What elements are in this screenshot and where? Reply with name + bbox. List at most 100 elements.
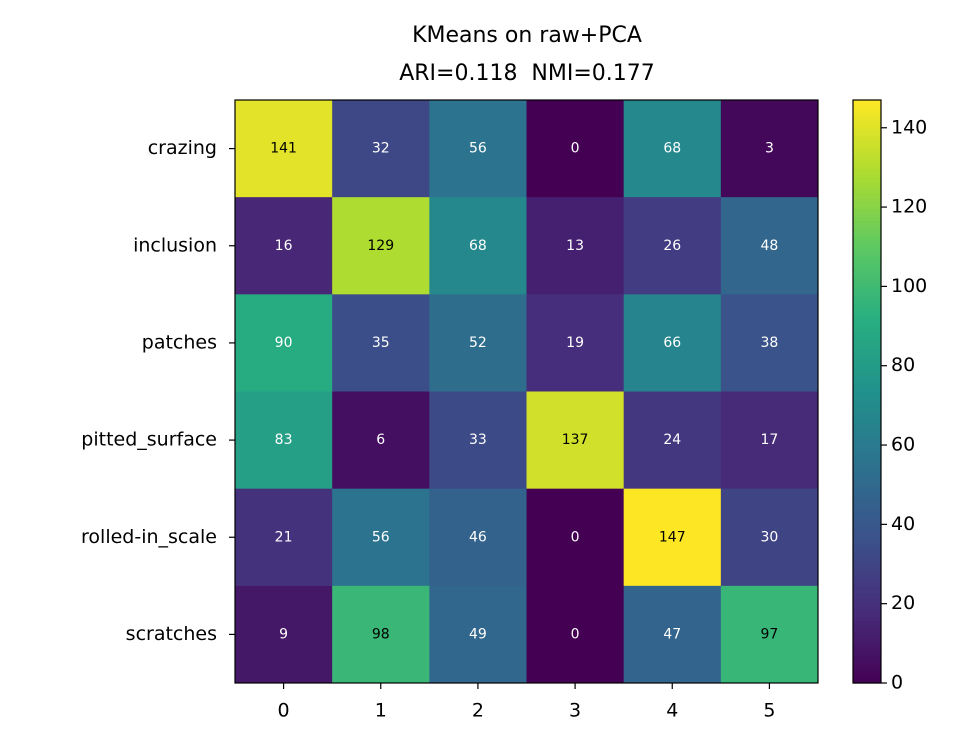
colorbar-segment xyxy=(853,142,881,148)
heatmap-cell xyxy=(720,391,819,490)
heatmap-cell xyxy=(235,391,333,490)
colorbar-segment xyxy=(853,177,881,183)
colorbar-segment xyxy=(853,107,881,113)
cell-label: 137 xyxy=(562,432,589,448)
colorbar-segment xyxy=(853,570,881,575)
colorbar-segment xyxy=(853,294,881,299)
colorbar-segment xyxy=(853,236,881,241)
x-tick-label: 4 xyxy=(666,700,678,722)
heatmap-cell xyxy=(526,294,625,392)
colorbar-segment xyxy=(853,185,881,190)
colorbar-segment xyxy=(853,407,881,412)
heatmap-cell xyxy=(720,197,819,295)
heatmap-cell xyxy=(332,391,430,490)
colorbar-segment xyxy=(853,651,881,657)
colorbar-segment xyxy=(853,278,881,284)
colorbar-segment xyxy=(853,375,881,381)
colorbar-segment xyxy=(853,321,881,327)
heatmap-cell xyxy=(235,197,333,295)
colorbar-segment xyxy=(853,609,881,614)
cell-label: 47 xyxy=(663,626,681,642)
y-tick-label: rolled-in_scale xyxy=(81,526,217,548)
colorbar-segment xyxy=(853,111,881,117)
cell-label: 38 xyxy=(761,335,779,351)
heatmap-cell xyxy=(623,585,722,684)
colorbar-segment xyxy=(853,100,881,105)
heatmap-cell xyxy=(235,488,333,587)
colorbar-segment xyxy=(853,504,881,509)
cell-label: 16 xyxy=(275,238,293,254)
colorbar-segment xyxy=(853,624,881,630)
colorbar-segment xyxy=(853,173,881,179)
colorbar-segment xyxy=(853,461,881,466)
colorbar-segment xyxy=(853,601,881,606)
colorbar-segment xyxy=(853,546,881,552)
colorbar-segment xyxy=(853,298,881,303)
colorbar-segment xyxy=(853,348,881,354)
colorbar-segment xyxy=(853,251,881,257)
colorbar-segment xyxy=(853,208,881,214)
cell-label: 30 xyxy=(761,529,779,545)
colorbar-segment xyxy=(853,368,881,373)
colorbar-tick-label: 20 xyxy=(891,592,915,614)
colorbar-segment xyxy=(853,574,881,579)
heatmap-cell xyxy=(623,488,722,587)
heatmap-cell xyxy=(720,585,819,684)
y-tick-label: patches xyxy=(142,331,217,353)
heatmap-cell xyxy=(235,585,333,684)
y-tick-label: crazing xyxy=(148,137,217,159)
colorbar-segment xyxy=(853,263,881,268)
cell-label: 24 xyxy=(663,432,681,448)
colorbar-segment xyxy=(853,305,881,311)
x-tick-label: 3 xyxy=(569,700,581,722)
heatmap-cell xyxy=(526,197,625,295)
colorbar-segment xyxy=(853,337,881,342)
cell-label: 98 xyxy=(372,626,390,642)
colorbar-segment xyxy=(853,465,881,470)
colorbar-segment xyxy=(853,119,881,124)
colorbar-segment xyxy=(853,453,881,459)
colorbar-segment xyxy=(853,325,881,330)
colorbar-segment xyxy=(853,484,881,490)
chart-subtitle: ARI=0.118 NMI=0.177 xyxy=(399,61,655,86)
colorbar-segment xyxy=(853,352,881,358)
colorbar-segment xyxy=(853,679,881,684)
colorbar-tick-label: 60 xyxy=(891,434,915,456)
x-tick-label: 1 xyxy=(375,700,387,722)
colorbar-segment xyxy=(853,644,881,649)
colorbar-segment xyxy=(853,477,881,482)
colorbar-segment xyxy=(853,271,881,276)
colorbar-segment xyxy=(853,410,881,416)
colorbar-segment xyxy=(853,201,881,206)
colorbar-segment xyxy=(853,500,881,505)
heatmap-cell xyxy=(429,391,527,490)
colorbar-segment xyxy=(853,597,881,602)
colorbar-segment xyxy=(853,422,881,428)
colorbar-segment xyxy=(853,290,881,295)
heatmap-cell xyxy=(526,100,625,198)
heatmap-cell xyxy=(429,294,527,392)
cell-label: 68 xyxy=(469,238,487,254)
heatmap-cell xyxy=(429,197,527,295)
x-tick-label: 0 xyxy=(278,700,290,722)
colorbar-segment xyxy=(853,550,881,556)
colorbar-segment xyxy=(853,469,881,474)
colorbar-segment xyxy=(853,585,881,591)
colorbar-segment xyxy=(853,554,881,560)
colorbar-segment xyxy=(853,620,881,626)
heatmap-cell xyxy=(526,585,625,684)
cell-label: 49 xyxy=(469,626,487,642)
colorbar-segment xyxy=(853,134,881,140)
colorbar-segment xyxy=(853,356,881,362)
x-tick-label: 5 xyxy=(763,700,775,722)
colorbar-segment xyxy=(853,220,881,225)
cell-label: 6 xyxy=(376,432,385,448)
heatmap-cell xyxy=(623,100,722,198)
heatmap-cell xyxy=(526,391,625,490)
colorbar-segment xyxy=(853,360,881,365)
cell-label: 32 xyxy=(372,141,390,157)
colorbar-segment xyxy=(853,224,881,229)
colorbar-segment xyxy=(853,519,881,525)
colorbar-segment xyxy=(853,313,881,319)
colorbar-segment xyxy=(853,115,881,121)
